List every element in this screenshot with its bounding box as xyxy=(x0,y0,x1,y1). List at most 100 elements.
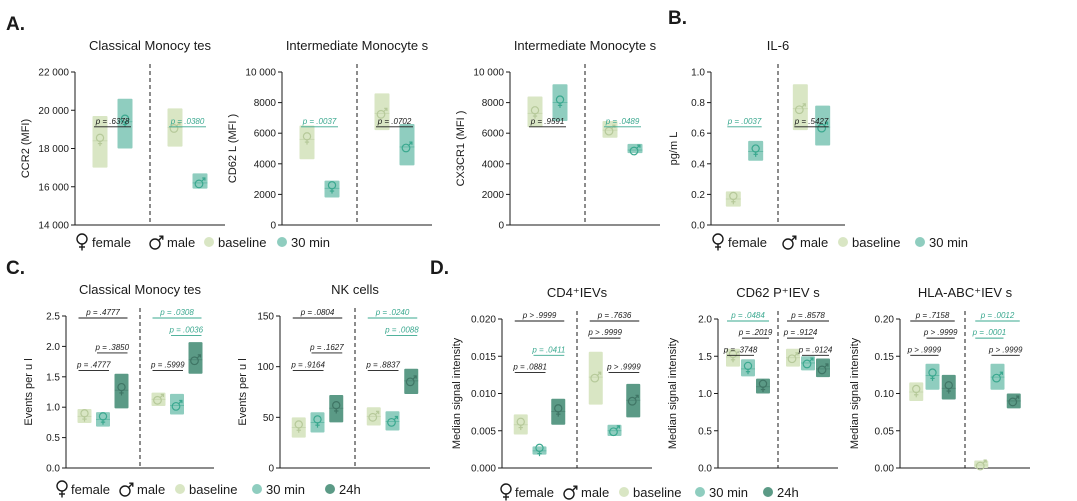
female-symbol-ring xyxy=(327,181,337,190)
legend-30min-swatch xyxy=(695,487,705,497)
y-axis-label: pg/m L xyxy=(668,132,680,166)
male-symbol-icon xyxy=(563,485,578,500)
chart-title: Intermediate Monocyte s xyxy=(514,38,657,53)
male-symbol-icon xyxy=(149,235,164,250)
male-symbol-ring xyxy=(405,377,415,387)
female-symbol-icon xyxy=(500,483,512,501)
p-value-label: p = .9124 xyxy=(783,328,818,337)
y-tick-label: 0.10 xyxy=(875,389,895,400)
y-tick-label: 1.5 xyxy=(698,352,712,363)
male-symbol-icon xyxy=(782,235,797,250)
p-value-label: p = .7636 xyxy=(597,311,632,320)
female-symbol-icon xyxy=(535,443,544,457)
y-tick-label: 14 000 xyxy=(38,221,69,232)
p-value-label: p = .9591 xyxy=(530,117,565,126)
male-symbol-head xyxy=(409,141,413,145)
male-symbol-head xyxy=(413,375,417,379)
bar-male-min30 xyxy=(815,105,831,146)
male-symbol-head xyxy=(802,103,806,107)
male-symbol-icon xyxy=(119,482,134,497)
male-symbol-head xyxy=(635,394,639,398)
female-symbol-icon xyxy=(554,404,563,417)
p-value-label: p = .9124 xyxy=(798,345,833,354)
male-symbol-arrow xyxy=(158,235,164,241)
legend-24h-label: 24h xyxy=(777,485,799,500)
male-symbol-ring xyxy=(169,124,179,133)
legend-baseline-swatch xyxy=(204,237,214,247)
y-tick-label: 10 000 xyxy=(245,68,276,79)
chart-title: HLA-ABC⁺IEV s xyxy=(918,285,1013,300)
y-axis-label: Median signal intensity xyxy=(667,337,679,449)
male-symbol-ring xyxy=(563,488,575,500)
legend-c: female male baseline 30 min 24h xyxy=(56,480,361,498)
male-symbol-icon xyxy=(609,425,621,437)
y-axis-label: Median signal intensity xyxy=(451,337,463,449)
bar-male-baseline xyxy=(792,84,808,131)
chart-2: Intermediate Monocyte s 0 2000 4000 6000 8000… xyxy=(227,38,432,232)
female-symbol-icon xyxy=(313,415,322,428)
female-symbol-icon xyxy=(728,349,738,363)
male-symbol-ring xyxy=(802,359,812,369)
chart-title: Intermediate Monocyte s xyxy=(286,38,429,53)
legend-male-label: male xyxy=(167,235,195,250)
y-tick-label: 0.2 xyxy=(691,190,705,201)
female-symbol-icon xyxy=(302,132,312,145)
legend-24h-swatch xyxy=(325,484,335,494)
p-value-label: p > .9999 xyxy=(587,328,622,337)
chart-5: Classical Monocy tes 0.0 0.5 1.0 1.5 2.0 2.5 Ev… xyxy=(23,282,214,475)
legend-male-label: male xyxy=(581,485,609,500)
legend-30min-label: 30 min xyxy=(266,482,305,497)
female-symbol-ring xyxy=(500,483,512,495)
y-tick-label: 0.0 xyxy=(691,221,705,232)
male-symbol-head xyxy=(573,485,578,490)
p-value-label: p = .8578 xyxy=(790,311,825,320)
male-symbol-arrow xyxy=(791,235,797,241)
male-symbol-icon xyxy=(190,354,202,366)
male-symbol-head xyxy=(983,459,987,463)
p-value-label: p > .9999 xyxy=(988,345,1023,354)
bar-female-h24 xyxy=(941,374,956,400)
p-value-label: p > .9999 xyxy=(606,362,641,371)
y-tick-label: 0.15 xyxy=(875,352,895,363)
legend-baseline-swatch xyxy=(619,487,629,497)
y-tick-label: 0.010 xyxy=(471,389,496,400)
male-symbol-icon xyxy=(590,371,602,383)
male-symbol-icon xyxy=(169,121,181,133)
legend-30min-label: 30 min xyxy=(709,485,748,500)
female-symbol-icon xyxy=(294,420,303,433)
bar-male-baseline xyxy=(588,351,603,405)
legend-female-label: female xyxy=(92,235,131,250)
p-value-label: p = .0308 xyxy=(159,308,194,317)
male-symbol-ring xyxy=(627,396,637,406)
male-symbol-arrow xyxy=(128,482,134,488)
female-symbol-icon xyxy=(327,181,337,194)
y-tick-label: 8000 xyxy=(254,98,277,109)
bar-female-min30 xyxy=(741,359,755,377)
female-symbol-ring xyxy=(751,144,760,153)
legend-ab-sex: female male baseline 30 min xyxy=(76,233,330,251)
y-axis-label: CD62 L (MFI ) xyxy=(227,114,239,183)
y-tick-label: 6000 xyxy=(482,129,505,140)
y-tick-label: 16 000 xyxy=(38,182,69,193)
y-tick-label: 0.20 xyxy=(875,315,895,326)
y-tick-label: 0.8 xyxy=(691,98,705,109)
legend-baseline-label: baseline xyxy=(852,235,900,250)
male-symbol-icon xyxy=(1008,395,1020,407)
p-value-label: p = .6378 xyxy=(95,117,130,126)
p-value-label: p = .0012 xyxy=(980,311,1015,320)
y-tick-label: 1.0 xyxy=(698,389,712,400)
y-tick-label: 4000 xyxy=(254,159,277,170)
female-symbol-icon xyxy=(98,412,108,425)
y-axis-label: Median signal intensity xyxy=(849,337,861,449)
male-symbol-ring xyxy=(782,238,794,250)
chart-1: Classical Monocy tes 14 000 16 000 18 000 20… xyxy=(20,38,225,232)
p-value-label: p = .5999 xyxy=(150,360,185,369)
male-symbol-head xyxy=(376,410,380,415)
male-symbol-ring xyxy=(190,356,199,366)
female-symbol-icon xyxy=(95,133,105,147)
male-symbol-icon xyxy=(405,375,417,387)
legend-24h-label: 24h xyxy=(339,482,361,497)
p-value-label: p = .0037 xyxy=(727,117,762,126)
male-symbol-arrow xyxy=(572,485,578,491)
